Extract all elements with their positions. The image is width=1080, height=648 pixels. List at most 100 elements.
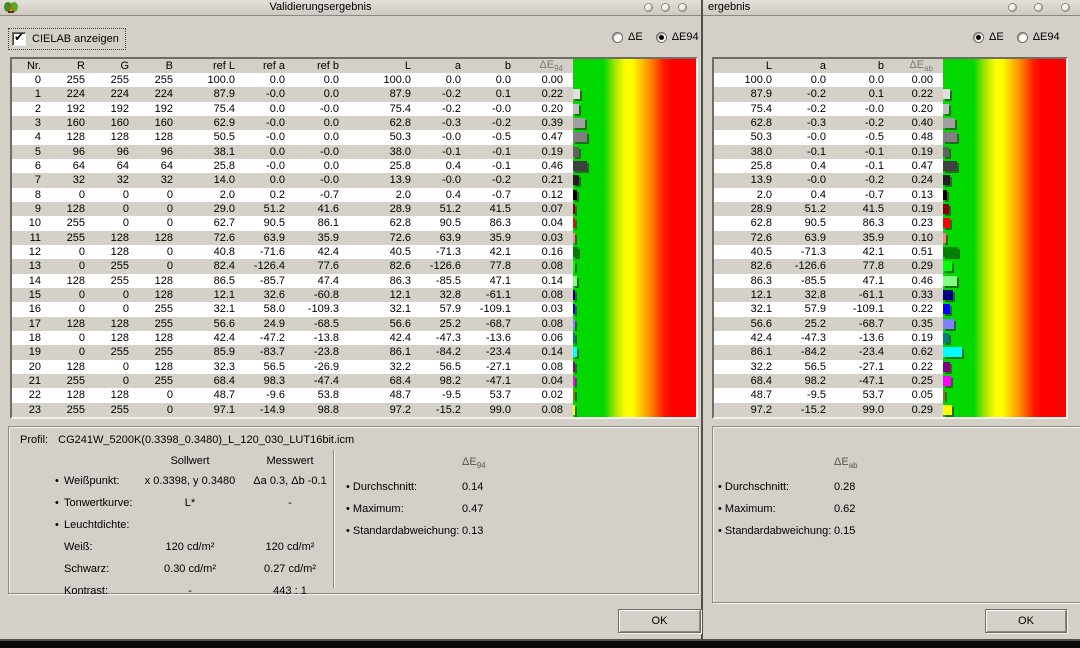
table-row[interactable]: 68.4 98.2 -47.1 0.25 bbox=[714, 373, 943, 389]
table-row[interactable]: 15 0 0 128 12.1 32.6 -60.8 12.1 32.8 -61.1 0.08 bbox=[12, 287, 573, 303]
table-row[interactable]: 13 0 255 0 82.4 -126.4 77.6 82.6 -126.6 77.8 0.08 bbox=[12, 259, 573, 274]
table-row[interactable]: 11 255 128 128 72.6 63.9 35.9 72.6 63.9 35.9 0.03 bbox=[12, 230, 573, 245]
table-row[interactable]: 13.9 -0.0 -0.2 0.24 bbox=[714, 173, 943, 188]
table-row[interactable]: 16 0 0 255 32.1 58.0 -109.3 32.1 57.9 -109.1 0.03 bbox=[12, 302, 573, 316]
close-button[interactable] bbox=[678, 3, 687, 12]
table-cell: 0.08 bbox=[541, 289, 563, 302]
table-row[interactable]: 23 255 255 0 97.1 -14.9 98.8 97.2 -15.2 99.0 0.08 bbox=[12, 402, 573, 417]
table-cell: -84.2 bbox=[800, 346, 826, 359]
delta-e-radio[interactable] bbox=[973, 31, 984, 43]
table-row[interactable]: 62.8 -0.3 -0.2 0.40 bbox=[714, 115, 943, 131]
delta-e-bar bbox=[943, 89, 950, 99]
table-row[interactable]: 72.6 63.9 35.9 0.10 bbox=[714, 230, 943, 245]
table-row[interactable]: 82.6 -126.6 77.8 0.29 bbox=[714, 259, 943, 274]
table-row[interactable]: 6 64 64 64 25.8 -0.0 0.0 25.8 0.4 -0.1 0.46 bbox=[12, 159, 573, 173]
table-cell: 0.1 bbox=[495, 88, 511, 101]
table-row[interactable]: 56.6 25.2 -68.7 0.35 bbox=[714, 316, 943, 331]
table-row[interactable]: 32.2 56.5 -27.1 0.22 bbox=[714, 360, 943, 374]
table-cell: 128 bbox=[154, 131, 173, 144]
table-cell: 12.1 bbox=[213, 289, 235, 302]
delta-e94-radio[interactable] bbox=[1016, 31, 1028, 43]
table-row[interactable]: 3 160 160 160 62.9 -0.0 0.0 62.8 -0.3 -0.2 0.39 bbox=[12, 115, 573, 131]
minimize-button[interactable] bbox=[1008, 3, 1017, 12]
table-cell: 7 bbox=[34, 174, 41, 187]
table-cell: 0.1 bbox=[868, 88, 884, 101]
table-row[interactable]: 48.7 -9.5 53.7 0.05 bbox=[714, 388, 943, 402]
messwert-column-header: Messwert bbox=[266, 455, 314, 467]
table-row[interactable]: 32.1 57.9 -109.1 0.22 bbox=[714, 302, 943, 316]
delta-e-bar bbox=[573, 118, 585, 128]
table-cell: 96 bbox=[116, 145, 129, 158]
profile-row-label: Leuchtdichte: bbox=[48, 519, 140, 531]
table-row[interactable]: 86.3 -85.5 47.1 0.46 bbox=[714, 274, 943, 288]
table-row[interactable]: 10 255 0 0 62.7 90.5 86.1 62.8 90.5 86.3 0.04 bbox=[12, 216, 573, 230]
table-row[interactable]: 1 224 224 224 87.9 -0.0 0.0 87.9 -0.2 0.1 0.22 bbox=[12, 87, 573, 102]
table-row[interactable]: 17 128 128 255 56.6 24.9 -68.5 56.6 25.2 -68.7 0.0… bbox=[12, 316, 573, 331]
table-row[interactable]: 42.4 -47.3 -13.6 0.19 bbox=[714, 331, 943, 345]
profile-row-sollwert: x 0.3398, y 0.3480 bbox=[144, 475, 236, 487]
delta-e94-radio[interactable] bbox=[655, 31, 667, 43]
ok-button[interactable]: OK bbox=[618, 609, 701, 633]
ok-button[interactable]: OK bbox=[985, 609, 1067, 633]
maximize-button[interactable] bbox=[661, 3, 670, 12]
table-row[interactable]: 7 32 32 32 14.0 0.0 -0.0 13.9 -0.0 -0.2 0.21 bbox=[12, 173, 573, 188]
table-row[interactable]: 12 0 128 0 40.8 -71.6 42.4 40.5 -71.3 42.1 0.16 bbox=[12, 245, 573, 259]
table-row[interactable]: 25.8 0.4 -0.1 0.47 bbox=[714, 159, 943, 173]
table-row[interactable]: 21 255 0 255 68.4 98.3 -47.4 68.4 98.2 -47.1 0.04 bbox=[12, 373, 573, 389]
table-row[interactable]: 97.2 -15.2 99.0 0.29 bbox=[714, 402, 943, 417]
table-row[interactable]: 87.9 -0.2 0.1 0.22 bbox=[714, 87, 943, 102]
table-cell: 0.08 bbox=[541, 317, 563, 330]
table-cell: 0.08 bbox=[541, 360, 563, 373]
table-row[interactable]: 28.9 51.2 41.5 0.19 bbox=[714, 201, 943, 217]
table-cell: 32 bbox=[72, 174, 85, 187]
table-cell: 11 bbox=[29, 231, 41, 244]
table-cell: 0 bbox=[166, 260, 173, 273]
table-row[interactable]: 22 128 128 0 48.7 -9.6 53.8 48.7 -9.5 53.7 0.02 bbox=[12, 388, 573, 402]
close-button[interactable] bbox=[1061, 3, 1070, 12]
table-row[interactable]: 19 0 255 255 85.9 -83.7 -23.8 86.1 -84.2 -23.4 0.1… bbox=[12, 345, 573, 360]
divider bbox=[333, 450, 334, 588]
table-cell: 255 bbox=[110, 274, 129, 287]
table-cell: 14.0 bbox=[213, 174, 235, 187]
minimize-button[interactable] bbox=[644, 3, 653, 12]
table-cell: 128 bbox=[66, 317, 85, 330]
table-row[interactable]: 2 192 192 192 75.4 0.0 -0.0 75.4 -0.2 -0.0 0.20 bbox=[12, 102, 573, 116]
table-row[interactable]: 50.3 -0.0 -0.5 0.48 bbox=[714, 130, 943, 144]
table-row[interactable]: 0 255 255 255 100.0 0.0 0.0 100.0 0.0 0.0 0.00 bbox=[12, 73, 573, 87]
table-cell: 255 bbox=[154, 346, 173, 359]
profile-row-label: Tonwertkurve: bbox=[48, 497, 140, 509]
table-row[interactable]: 86.1 -84.2 -23.4 0.62 bbox=[714, 345, 943, 360]
table-row[interactable]: 5 96 96 96 38.1 0.0 -0.0 38.0 -0.1 -0.1 0.19 bbox=[12, 144, 573, 159]
profile-row-label: Schwarz: bbox=[64, 563, 110, 575]
table-cell: 19 bbox=[28, 346, 41, 359]
table-cell: 68.4 bbox=[750, 375, 772, 388]
table-row[interactable]: 100.0 0.0 0.0 0.00 bbox=[714, 73, 943, 87]
table-cell: 90.5 bbox=[439, 217, 461, 230]
table-row[interactable]: 38.0 -0.1 -0.1 0.19 bbox=[714, 144, 943, 159]
table-row[interactable]: 4 128 128 128 50.5 -0.0 0.0 50.3 -0.0 -0.5 0.47 bbox=[12, 130, 573, 144]
delta-e-ab-stats: ΔEab Durchschnitt:0.28 Maximum:0.62 Stan… bbox=[718, 456, 948, 542]
table-row[interactable]: 40.5 -71.3 42.1 0.51 bbox=[714, 245, 943, 259]
table-cell: 98.2 bbox=[439, 375, 461, 388]
table-row[interactable]: 75.4 -0.2 -0.0 0.20 bbox=[714, 102, 943, 116]
title-bar[interactable]: ergebnis bbox=[703, 0, 1080, 16]
table-row[interactable]: 14 128 255 128 86.5 -85.7 47.4 86.3 -85.5 47.1 0.1… bbox=[12, 274, 573, 288]
title-bar[interactable]: Validierungsergebnis bbox=[0, 0, 701, 16]
table-cell: -0.7 bbox=[492, 188, 511, 201]
table-row[interactable]: 62.8 90.5 86.3 0.23 bbox=[714, 216, 943, 230]
delta-e-radio[interactable] bbox=[612, 31, 623, 43]
table-row[interactable]: 9 128 0 0 29.0 51.2 41.6 28.9 51.2 41.5 0.07 bbox=[12, 201, 573, 217]
table-cell: -0.1 bbox=[442, 145, 461, 158]
table-row[interactable]: 12.1 32.8 -61.1 0.33 bbox=[714, 287, 943, 303]
table-row[interactable]: 20 128 0 128 32.3 56.5 -26.9 32.2 56.5 -27.1 0.08 bbox=[12, 360, 573, 374]
table-cell: 72.6 bbox=[213, 231, 235, 244]
delta-e-bar bbox=[943, 362, 950, 372]
table-row[interactable]: 18 0 128 128 42.4 -47.2 -13.8 42.4 -47.3 -13.6 0.0… bbox=[12, 331, 573, 345]
table-cell: 64 bbox=[160, 160, 173, 173]
maximize-button[interactable] bbox=[1034, 3, 1043, 12]
column-header: a bbox=[454, 60, 461, 73]
cielab-checkbox[interactable]: ✔ CIELAB anzeigen bbox=[8, 28, 126, 50]
table-row[interactable]: 8 0 0 0 2.0 0.2 -0.7 2.0 0.4 -0.7 0.12 bbox=[12, 188, 573, 202]
table-row[interactable]: 2.0 0.4 -0.7 0.13 bbox=[714, 188, 943, 202]
